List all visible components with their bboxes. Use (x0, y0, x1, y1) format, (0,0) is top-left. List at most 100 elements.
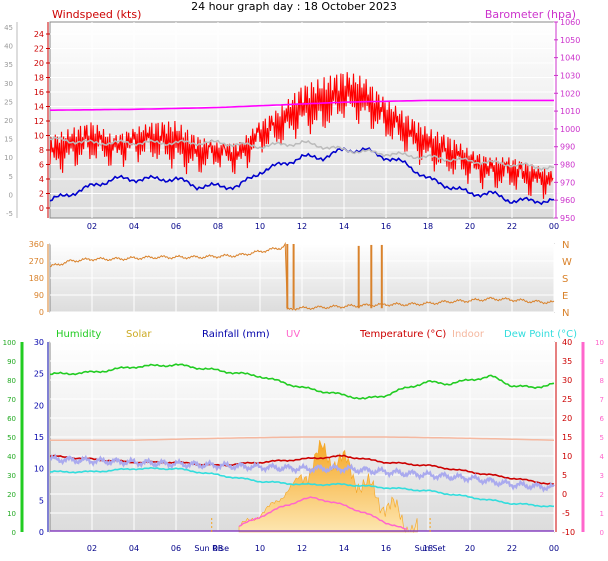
windspeed-tick-label: 24 (34, 30, 44, 39)
windspeed-tick-label: 2 (39, 190, 44, 199)
temperature-x-tick-label: 04 (129, 544, 139, 553)
direction-series (49, 241, 555, 311)
temperature-tick-label: 10 (562, 452, 572, 461)
outer-tick-label: 0 (9, 191, 13, 199)
rainfall-tick-label: 15 (34, 433, 44, 442)
humidity-tick-label: 30 (7, 472, 16, 480)
outer-tick-label: 10 (4, 154, 13, 162)
temperature-panel: Humidity Solar Rainfall (mm) UV Temperature … (3, 329, 605, 553)
temperature-x-tick-label: 22 (507, 544, 517, 553)
windspeed-tick-label: 12 (34, 117, 44, 126)
temperature-x-axis: 02 04 06 08 10 12 14 16 18 20 22 00 (87, 544, 559, 553)
barometer-tick-label: 980 (560, 161, 575, 170)
wind-x-tick-label: 10 (255, 222, 265, 231)
wind-outer-axis: -5 0 5 10 15 20 25 30 35 40 45 (4, 22, 18, 218)
legend-entry: Humidity (56, 329, 101, 340)
direction-tick-label: 90 (34, 291, 44, 300)
uv-tick-label: 5 (600, 434, 604, 442)
temperature-legend: Humidity Solar Rainfall (mm) UV Temperature … (56, 329, 577, 340)
windspeed-tick-label: 16 (34, 88, 44, 97)
direction-tick-label: 180 (29, 274, 44, 283)
barometer-tick-label: 1030 (560, 71, 580, 80)
rainfall-band-series (49, 453, 555, 493)
uv-tick-label: 4 (600, 453, 605, 461)
direction-tick-label: 270 (29, 257, 44, 266)
wind-x-tick-label: 14 (339, 222, 349, 231)
humidity-tick-label: 70 (7, 396, 16, 404)
barometer-tick-label: 1060 (560, 18, 580, 27)
barometer-tick-label: 960 (560, 196, 575, 205)
windspeed-tick-label: 10 (34, 132, 44, 141)
humidity-tick-label: 20 (7, 491, 16, 499)
wind-x-tick-label: 06 (171, 222, 181, 231)
temperature-tick-label: 15 (562, 433, 572, 442)
outer-tick-label: 20 (4, 117, 13, 125)
rainfall-axis: 0 5 10 15 20 25 30 (34, 338, 49, 537)
compass-tick-label: E (562, 291, 568, 302)
temperature-series (49, 363, 555, 534)
barometer-tick-label: 1050 (560, 36, 580, 45)
sun-annotations: Sun Rise Sun Set (194, 518, 446, 553)
temperature-x-tick-label: 06 (171, 544, 181, 553)
legend-entry: Dew Point (°C) (504, 329, 577, 340)
uv-tick-label: 7 (600, 396, 604, 404)
uv-axis: 0 1 2 3 4 5 6 7 8 9 10 (581, 339, 605, 537)
wind-series (49, 72, 555, 206)
uv-tick-label: 8 (600, 377, 604, 385)
wind-x-tick-label: 08 (213, 222, 223, 231)
direction-tick-label: 0 (39, 308, 44, 317)
humidity-tick-label: 50 (7, 434, 16, 442)
compass-tick-label: S (562, 274, 568, 285)
legend-entry: UV (286, 329, 300, 340)
compass-tick-label: N (562, 308, 569, 319)
wind-panel: Windspeed (kts) Barometer (hpa) -5 0 5 10 15… (4, 8, 580, 231)
rainfall-tick-label: 5 (39, 496, 44, 505)
uv-tick-label: 1 (600, 510, 604, 518)
outer-tick-label: 25 (4, 98, 13, 106)
wind-x-tick-label: 22 (507, 222, 517, 231)
rainfall-tick-label: 25 (34, 370, 44, 379)
wind-x-tick-label: 16 (381, 222, 391, 231)
temperature-tick-label: -5 (562, 509, 570, 518)
wind-x-axis: 02 04 06 08 10 12 14 16 18 20 22 00 (87, 222, 559, 231)
barometer-axis: 950 960 970 980 990 1000 1010 1020 1030 1040 1050 1… (554, 18, 580, 223)
humidity-tick-label: 100 (3, 339, 16, 347)
temperature-grid (50, 341, 555, 533)
barometer-axis-label: Barometer (hpa) (485, 8, 576, 21)
temperature-tick-label: 35 (562, 357, 572, 366)
compass-tick-label: N (562, 240, 569, 251)
barometer-tick-label: 1040 (560, 54, 580, 63)
solar-area (238, 440, 418, 534)
windspeed-tick-label: 0 (39, 204, 44, 213)
uv-tick-label: 10 (595, 339, 604, 347)
barometer-series (50, 99, 554, 111)
temperature-x-tick-label: 14 (339, 544, 349, 553)
wind-x-tick-label: 12 (297, 222, 307, 231)
uv-tick-label: 0 (600, 529, 604, 537)
temperature-x-tick-label: 18 (423, 544, 433, 553)
outer-tick-label: 45 (4, 24, 13, 32)
outer-tick-label: 40 (4, 43, 13, 51)
uv-tick-label: 9 (600, 358, 604, 366)
barometer-tick-label: 950 (560, 214, 575, 223)
outer-tick-label: -5 (6, 210, 13, 218)
wind-x-tick-label: 18 (423, 222, 433, 231)
windspeed-axis-label: Windspeed (kts) (52, 8, 141, 21)
windspeed-tick-label: 22 (34, 45, 44, 54)
humidity-tick-label: 90 (7, 358, 16, 366)
uv-series (238, 496, 408, 530)
outer-tick-label: 30 (4, 80, 13, 88)
temperature-tick-label: 30 (562, 376, 572, 385)
direction-degree-axis: 0 90 180 270 360 (29, 240, 49, 317)
rainfall-tick-label: 20 (34, 401, 44, 410)
temperature-x-tick-label: 10 (255, 544, 265, 553)
wind-x-tick-label: 00 (549, 222, 559, 231)
temperature-x-tick-label: 08 (213, 544, 223, 553)
wind-x-tick-label: 20 (465, 222, 475, 231)
windspeed-series (49, 72, 554, 199)
legend-entry: Temperature (°C) (359, 329, 446, 340)
wind-average-series (49, 146, 555, 206)
